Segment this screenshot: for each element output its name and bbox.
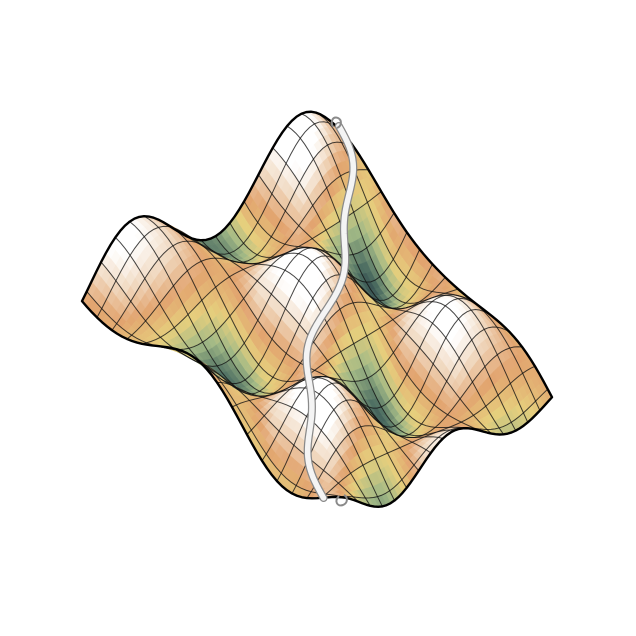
mesh-line (100, 261, 359, 503)
surface-outline (80, 110, 554, 509)
mesh-line (216, 276, 446, 397)
mesh-line (158, 219, 408, 489)
mesh-line (246, 294, 472, 435)
mesh-line (261, 298, 484, 461)
mesh-line (231, 288, 459, 408)
mesh-line (171, 232, 408, 367)
tube-bottom-cap (335, 494, 348, 507)
mesh-line (258, 174, 492, 434)
mesh-line (143, 215, 395, 501)
mesh-line (306, 346, 523, 499)
mesh-line (243, 201, 480, 431)
mesh-line (229, 222, 468, 429)
mesh-line (172, 227, 420, 472)
wavy-surface (80, 110, 554, 509)
mesh-line (186, 249, 421, 385)
mesh-line (301, 113, 529, 423)
mesh-line (129, 221, 383, 507)
mesh-line (96, 121, 344, 318)
mesh-line (126, 169, 369, 340)
mesh-line (201, 263, 433, 395)
mesh-line (156, 212, 395, 351)
tube-body (303, 123, 357, 501)
mesh-line (321, 365, 536, 499)
vertical-tube (302, 116, 358, 507)
tube-top-cap (330, 116, 342, 129)
mesh-line (336, 388, 549, 499)
